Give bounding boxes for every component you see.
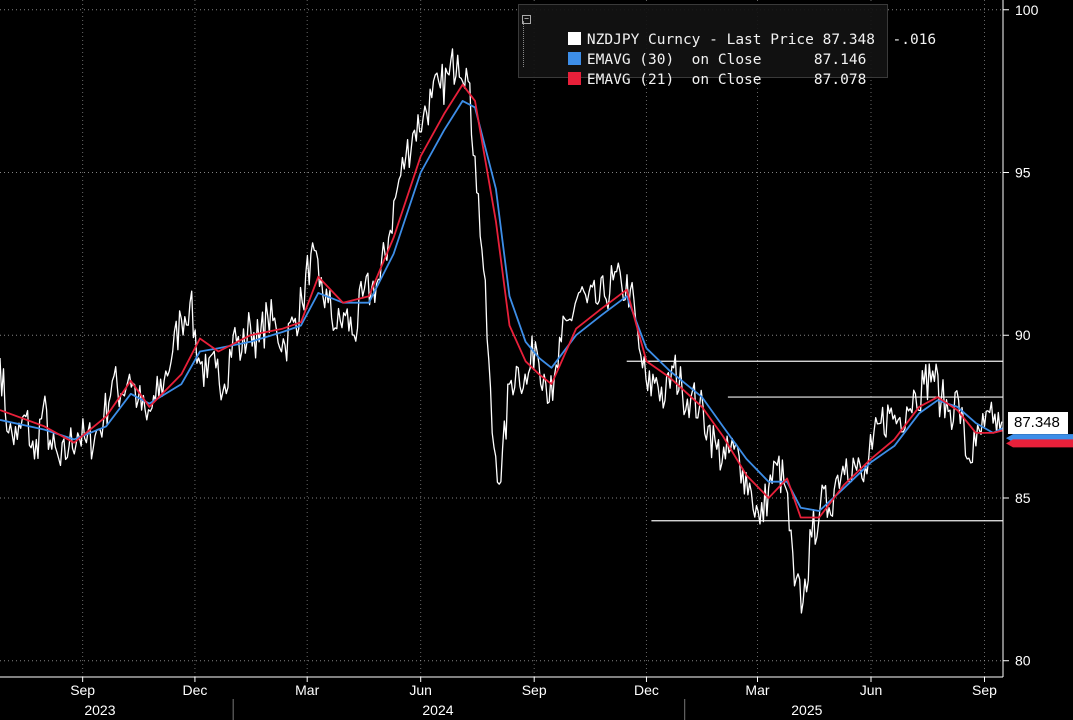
price-line	[0, 48, 1003, 614]
legend-price-value: 87.348	[822, 32, 876, 48]
x-tick-label: Sep	[522, 682, 547, 698]
legend: − NZDJPY Curncy - Last Price 87.348 -.016…	[518, 4, 936, 88]
x-tick-label: Jun	[409, 682, 432, 698]
x-tick-label: Mar	[295, 682, 319, 698]
legend-row-price: − NZDJPY Curncy - Last Price 87.348 -.016	[522, 10, 936, 48]
last-price-badge: 87.348	[1008, 412, 1068, 434]
y-tick-label: 100	[1015, 2, 1039, 18]
x-tick-label: Dec	[634, 682, 659, 698]
x-tick-label: Jun	[860, 682, 883, 698]
x-year-label: 2023	[84, 702, 115, 718]
legend-swatch-price	[567, 32, 581, 45]
legend-ema30-label: EMAVG (30) on Close	[586, 52, 762, 68]
x-tick-label: Dec	[182, 682, 207, 698]
legend-row-ema30: EMAVG (30) on Close 87.146	[533, 30, 887, 68]
legend-ema21-label: EMAVG (21) on Close	[586, 72, 762, 88]
legend-price-label: NZDJPY Curncy - Last Price	[586, 32, 814, 48]
ema21-line	[0, 83, 1004, 519]
y-tick-label: 90	[1015, 327, 1031, 343]
legend-ema21-value: 87.078	[813, 72, 867, 88]
y-tick-label: 95	[1015, 165, 1031, 181]
x-tick-label: Sep	[972, 682, 997, 698]
legend-tree-line	[523, 21, 525, 67]
legend-swatch-ema21	[567, 72, 581, 85]
x-tick-label: Mar	[745, 682, 769, 698]
legend-row-ema21: EMAVG (21) on Close 87.078	[533, 50, 887, 88]
y-tick-label: 85	[1015, 490, 1031, 506]
legend-ema30-value: 87.146	[813, 52, 867, 68]
grid	[0, 0, 1003, 677]
horizontal-lines	[626, 360, 1003, 522]
legend-price-change: -.016	[892, 32, 937, 48]
x-year-label: 2024	[422, 702, 453, 718]
x-tick-label: Sep	[70, 682, 95, 698]
series	[0, 48, 1004, 614]
ema30-line	[0, 100, 1004, 512]
collapse-icon[interactable]: −	[522, 15, 531, 24]
x-year-label: 2025	[791, 702, 822, 718]
legend-swatch-ema30	[567, 52, 581, 65]
ema21-marker	[1006, 439, 1073, 448]
y-tick-label: 80	[1015, 653, 1031, 669]
